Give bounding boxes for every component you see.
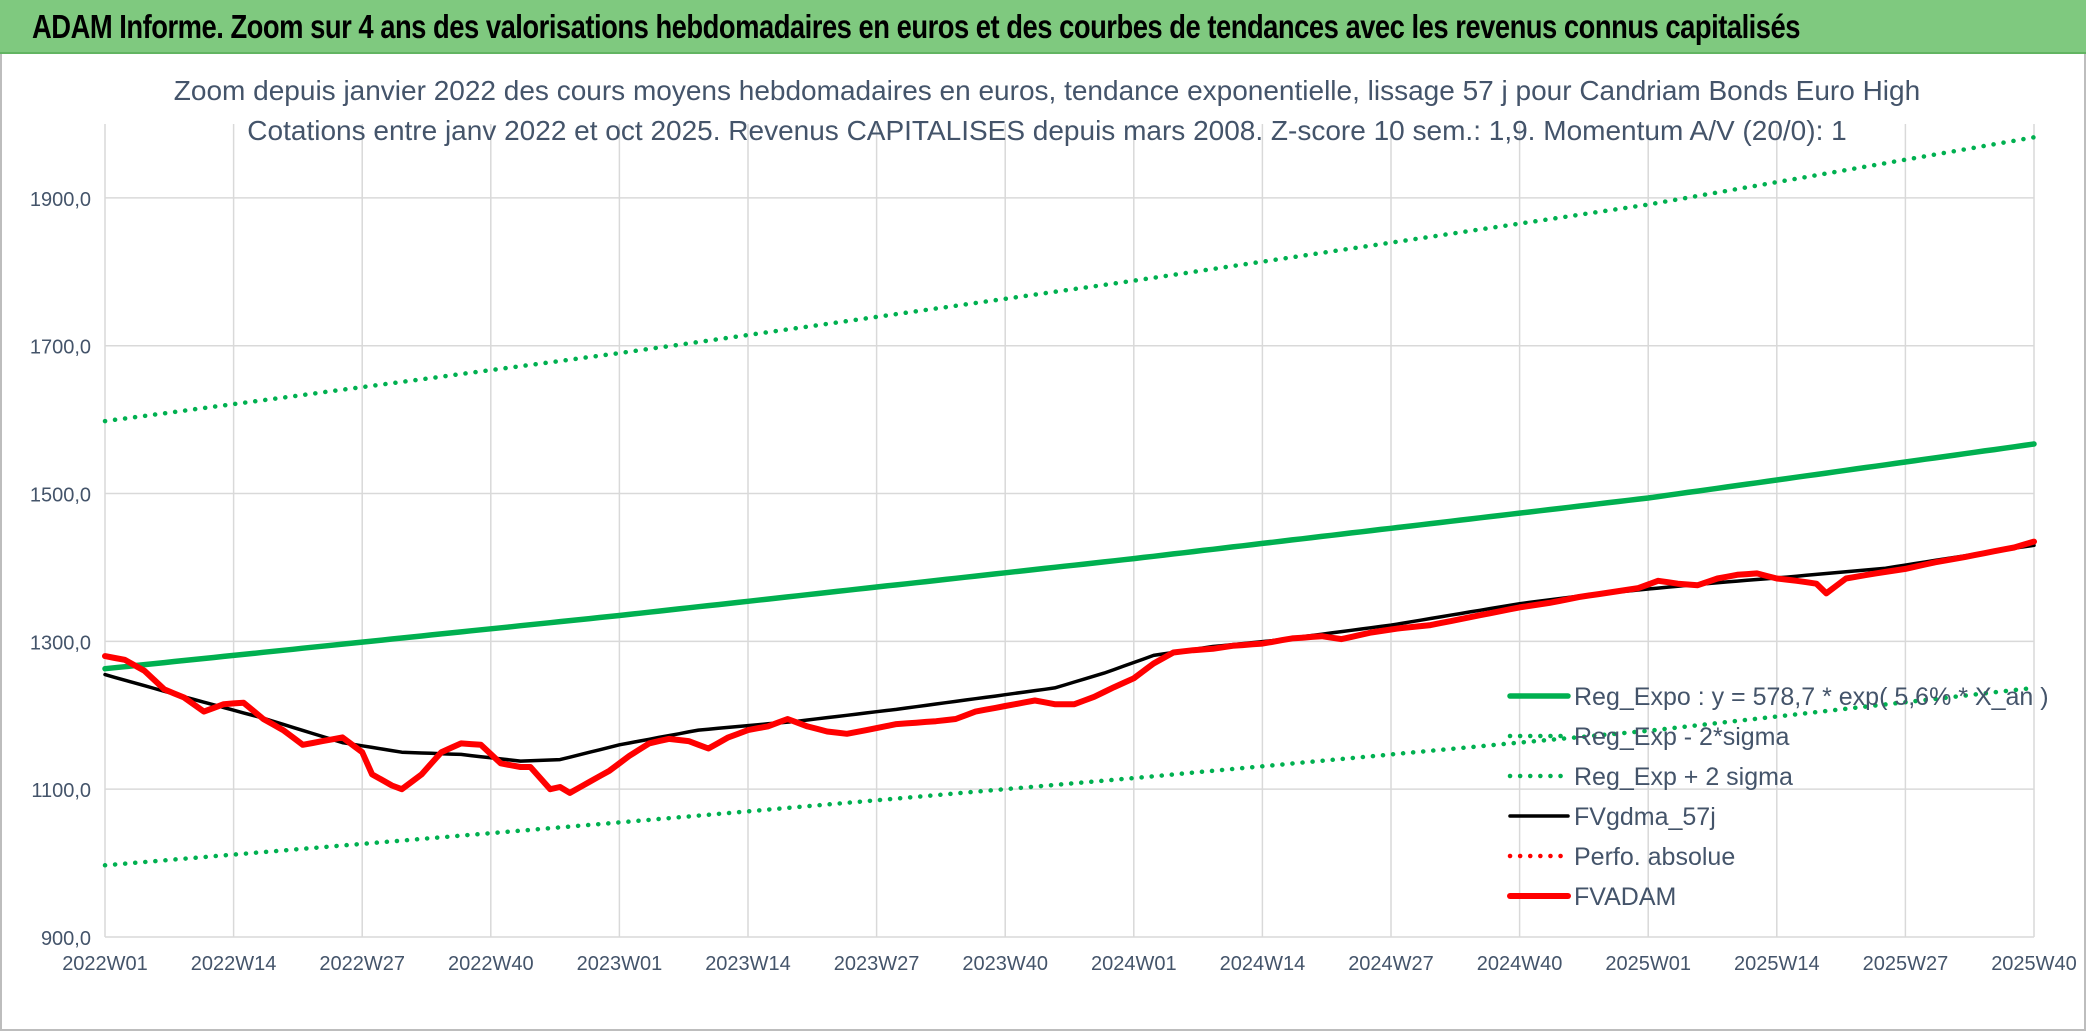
legend-label: Reg_Exp - 2*sigma	[1574, 723, 1789, 751]
y-tick-label: 900,0	[41, 928, 91, 950]
grid	[104, 124, 2035, 938]
x-tick-label: 2023W01	[577, 953, 663, 975]
report-title: ADAM Informe. Zoom sur 4 ans des valoris…	[32, 8, 1801, 45]
x-tick-label: 2025W14	[1734, 953, 1820, 975]
y-tick-label: 1700,0	[30, 337, 91, 359]
series-line-reg-exp-2-sigma	[102, 685, 2037, 868]
chart-title-line-1: Zoom depuis janvier 2022 des cours moyen…	[174, 75, 1920, 106]
series-line-fvadam	[102, 538, 2037, 796]
x-tick-label: 2024W27	[1348, 953, 1434, 975]
x-axis: 2022W01 2022W14 2022W27 2022W40 2023W01 2023W…	[62, 953, 2077, 975]
legend-label: Perfo. absolue	[1574, 843, 1735, 871]
legend-label: Reg_Expo : y = 578,7 * exp( 5,6% * X_an …	[1574, 683, 2049, 711]
series-line-reg-expo-y-578-7-exp-5-6-x-an	[102, 441, 2037, 672]
line-chart: Zoom depuis janvier 2022 des cours moyen…	[30, 75, 2077, 975]
legend: Reg_Expo : y = 578,7 * exp( 5,6% * X_an …	[1507, 683, 2049, 911]
legend-label: Reg_Exp + 2 sigma	[1574, 763, 1793, 791]
x-tick-label: 2024W01	[1091, 953, 1177, 975]
x-tick-label: 2022W27	[319, 953, 405, 975]
chart-title-line-2: Cotations entre janv 2022 et oct 2025. R…	[247, 115, 1846, 146]
x-tick-label: 2025W01	[1605, 953, 1691, 975]
legend-label: FVgdma_57j	[1574, 803, 1716, 831]
y-tick-label: 1100,0	[31, 780, 91, 802]
series	[102, 135, 2037, 868]
x-tick-label: 2023W14	[705, 953, 791, 975]
y-tick-label: 1900,0	[30, 189, 91, 211]
x-tick-label: 2023W27	[834, 953, 920, 975]
x-tick-label: 2023W40	[962, 953, 1048, 975]
title-banner: ADAM Informe. Zoom sur 4 ans des valoris…	[0, 0, 2086, 54]
x-tick-label: 2025W40	[1991, 953, 2077, 975]
x-tick-label: 2025W27	[1863, 953, 1949, 975]
chart-frame: Zoom depuis janvier 2022 des cours moyen…	[0, 54, 2086, 1031]
y-axis: 900,0 1100,0 1300,0 1500,0 1700,0 1900,0	[30, 189, 91, 950]
x-tick-label: 2024W14	[1220, 953, 1306, 975]
y-tick-label: 1500,0	[30, 485, 91, 507]
y-tick-label: 1300,0	[30, 632, 91, 654]
x-tick-label: 2022W40	[448, 953, 534, 975]
x-tick-label: 2022W14	[191, 953, 277, 975]
legend-label: FVADAM	[1574, 883, 1676, 911]
series-line-reg-exp-2-sigma	[102, 135, 2037, 424]
x-tick-label: 2022W01	[62, 953, 148, 975]
x-tick-label: 2024W40	[1477, 953, 1563, 975]
